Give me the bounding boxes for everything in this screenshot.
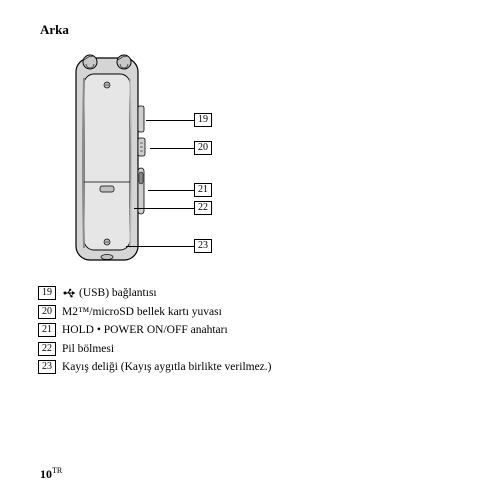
legend-text-20: M2™/microSD bellek kartı yuvası (62, 305, 222, 321)
page-number: 10TR (40, 466, 62, 482)
leader-19 (146, 120, 194, 121)
legend-num-20: 20 (38, 305, 56, 319)
legend-num-19: 19 (38, 286, 56, 300)
legend-text-19: (USB) bağlantısı (62, 286, 157, 302)
legend-row-20: 20 M2™/microSD bellek kartı yuvası (38, 305, 460, 321)
legend-row-22: 22 Pil bölmesi (38, 342, 460, 358)
usb-icon (63, 288, 77, 298)
section-title: Arka (40, 22, 460, 38)
leader-23 (126, 246, 194, 247)
callout-box-23: 23 (194, 239, 212, 253)
legend-text-21: HOLD • POWER ON/OFF anahtarı (62, 323, 228, 339)
page-lang-mark: TR (52, 466, 62, 475)
callout-box-21: 21 (194, 183, 212, 197)
legend-row-19: 19 (USB) bağlantısı (38, 286, 460, 302)
legend-num-21: 21 (38, 323, 56, 337)
page-number-value: 10 (40, 467, 52, 481)
callout-box-19: 19 (194, 113, 212, 127)
legend-row-23: 23 Kayış deliği (Kayış aygıtla birlikte … (38, 360, 460, 376)
device-illustration (54, 50, 164, 270)
leader-22 (134, 208, 194, 209)
leader-20 (150, 148, 194, 149)
legend-text-22: Pil bölmesi (62, 342, 114, 358)
legend-num-23: 23 (38, 360, 56, 374)
leader-21 (148, 190, 194, 191)
legend: 19 (USB) bağlantısı 20 M2™/microSD belle… (38, 286, 460, 376)
legend-label-19: (USB) bağlantısı (79, 287, 157, 299)
legend-row-21: 21 HOLD • POWER ON/OFF anahtarı (38, 323, 460, 339)
legend-num-22: 22 (38, 342, 56, 356)
diagram-area: 19 20 21 22 23 (54, 50, 460, 280)
callout-box-22: 22 (194, 201, 212, 215)
callout-box-20: 20 (194, 141, 212, 155)
legend-text-23: Kayış deliği (Kayış aygıtla birlikte ver… (62, 360, 272, 376)
